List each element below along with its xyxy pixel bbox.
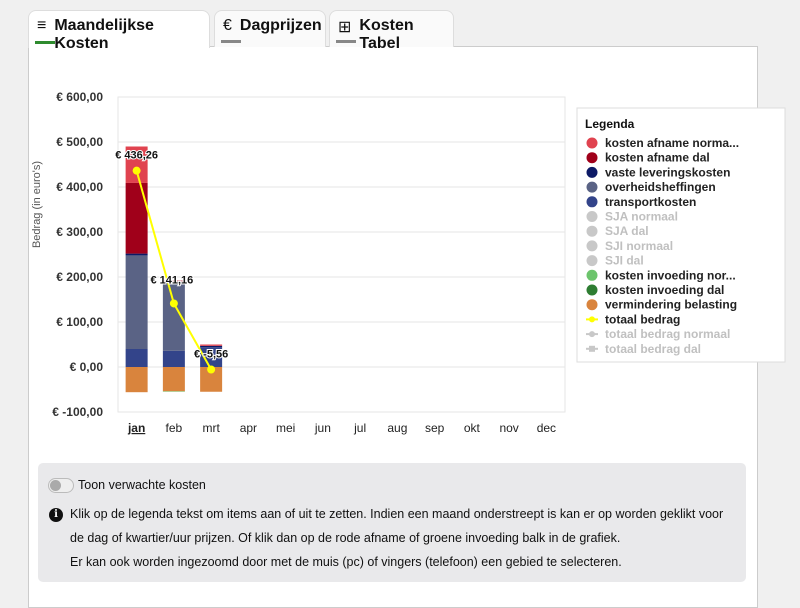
bar-transportkosten-feb[interactable] bbox=[163, 351, 185, 367]
y-tick-label: € 600,00 bbox=[56, 90, 103, 104]
legend-square-marker-icon bbox=[589, 346, 595, 352]
legend-item[interactable]: kosten afname norma... bbox=[605, 136, 739, 150]
total-data-label: € -5,56 bbox=[194, 349, 228, 361]
monthly-cost-chart[interactable]: € -100,00 € 0,00 € 100,00 € 200,00 € 300,00 €… bbox=[0, 0, 800, 460]
tab-indicator bbox=[35, 41, 55, 44]
legend-circle-icon bbox=[587, 255, 598, 266]
bar-transportkosten-jan[interactable] bbox=[126, 349, 148, 367]
total-point[interactable] bbox=[207, 366, 215, 374]
legend-circle-icon bbox=[587, 285, 598, 296]
legend-item[interactable]: kosten invoeding dal bbox=[605, 283, 724, 297]
x-tick-label-nov[interactable]: nov bbox=[499, 421, 518, 435]
legend-circle-icon bbox=[587, 196, 598, 207]
legend-item[interactable]: totaal bedrag dal bbox=[605, 342, 701, 356]
legend-item[interactable]: kosten afname dal bbox=[605, 151, 710, 165]
x-tick-label-dec[interactable]: dec bbox=[537, 421, 556, 435]
expected-costs-toggle[interactable] bbox=[48, 478, 74, 493]
bar-overheidsheffingen-jan[interactable] bbox=[126, 255, 148, 349]
info-text-line: de dag of kwartier/uur prijzen. Of klik … bbox=[70, 531, 620, 545]
legend-item[interactable]: transportkosten bbox=[605, 195, 696, 209]
plot-area bbox=[118, 97, 565, 412]
toggle-label: Toon verwachte kosten bbox=[78, 478, 206, 492]
x-tick-label-mrt[interactable]: mrt bbox=[202, 421, 220, 435]
info-text-line: Er kan ook worden ingezoomd door met de … bbox=[70, 555, 622, 569]
info-box: Toon verwachte kosten i Klik op de legen… bbox=[38, 463, 746, 582]
toggle-knob bbox=[50, 480, 61, 491]
y-tick-label: € 0,00 bbox=[70, 360, 104, 374]
legend-circle-marker-icon bbox=[589, 331, 595, 337]
y-tick-label: € 300,00 bbox=[56, 225, 103, 239]
legend-item[interactable]: vaste leveringskosten bbox=[605, 165, 730, 179]
bar-vaste-leveringskosten-mrt[interactable] bbox=[200, 346, 222, 347]
legend-circle-icon bbox=[587, 152, 598, 163]
legend-item[interactable]: totaal bedrag bbox=[605, 312, 680, 326]
total-point[interactable] bbox=[170, 299, 178, 307]
legend-circle-icon bbox=[587, 226, 598, 237]
legend-circle-icon bbox=[587, 182, 598, 193]
x-tick-label-feb[interactable]: feb bbox=[166, 421, 183, 435]
y-tick-label: € 500,00 bbox=[56, 135, 103, 149]
bar-vermindering-belasting-feb[interactable] bbox=[163, 367, 185, 391]
x-tick-label-jun[interactable]: jun bbox=[314, 421, 331, 435]
legend-item[interactable]: kosten invoeding nor... bbox=[605, 268, 736, 282]
legend-item[interactable]: SJI normaal bbox=[605, 239, 673, 253]
x-tick-label-sep[interactable]: sep bbox=[425, 421, 445, 435]
y-tick-label: € 200,00 bbox=[56, 270, 103, 284]
legend-circle-marker-icon bbox=[589, 316, 595, 322]
bar-kosten-afname-normaal-mrt[interactable] bbox=[200, 345, 222, 346]
tab-maandelijkse-kosten[interactable]: ≡ Maandelijkse Kosten bbox=[28, 10, 210, 48]
bar-vermindering-belasting-jan[interactable] bbox=[126, 367, 148, 392]
bar-chart-icon: ≡ bbox=[37, 17, 46, 35]
x-tick-label-aug[interactable]: aug bbox=[387, 421, 407, 435]
legend-item[interactable]: totaal bedrag normaal bbox=[605, 327, 730, 341]
legend-item[interactable]: SJA normaal bbox=[605, 210, 678, 224]
y-tick-label: € 100,00 bbox=[56, 315, 103, 329]
x-tick-label-mei[interactable]: mei bbox=[276, 421, 295, 435]
legend-circle-icon bbox=[587, 299, 598, 310]
legend-item[interactable]: SJA dal bbox=[605, 224, 649, 238]
total-data-label: € 141,16 bbox=[150, 274, 193, 286]
legend-item[interactable]: vermindering belasting bbox=[605, 298, 737, 312]
legend-circle-icon bbox=[587, 270, 598, 281]
y-tick-label: € -100,00 bbox=[52, 405, 103, 419]
info-text-line: Klik op de legenda tekst om items aan of… bbox=[70, 507, 723, 521]
legend-circle-icon bbox=[587, 138, 598, 149]
tab-label: Maandelijkse Kosten bbox=[54, 17, 201, 53]
legend-item[interactable]: SJI dal bbox=[605, 254, 644, 268]
total-point[interactable] bbox=[133, 167, 141, 175]
legend-item[interactable]: overheidsheffingen bbox=[605, 180, 716, 194]
legend-title: Legenda bbox=[585, 117, 635, 131]
bar-vaste-leveringskosten-jan[interactable] bbox=[126, 254, 148, 256]
bar-kosten-afname-dal-jan[interactable] bbox=[126, 183, 148, 254]
x-tick-label-jul[interactable]: jul bbox=[353, 421, 366, 435]
y-tick-label: € 400,00 bbox=[56, 180, 103, 194]
total-data-label: € 436,26 bbox=[115, 150, 158, 162]
x-tick-label-jan[interactable]: jan bbox=[127, 421, 145, 435]
legend-circle-icon bbox=[587, 211, 598, 222]
y-axis-label: Bedrag (in euro's) bbox=[31, 161, 43, 248]
legend-circle-icon bbox=[587, 240, 598, 251]
info-icon: i bbox=[49, 508, 63, 522]
x-tick-label-apr[interactable]: apr bbox=[240, 421, 257, 435]
legend-circle-icon bbox=[587, 167, 598, 178]
x-tick-label-okt[interactable]: okt bbox=[464, 421, 481, 435]
